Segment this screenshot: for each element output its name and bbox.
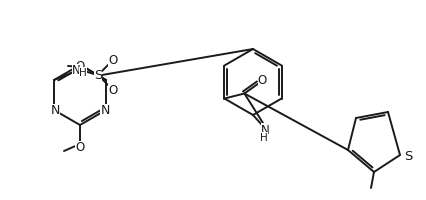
Text: N: N <box>72 64 81 77</box>
Text: N: N <box>50 104 60 117</box>
Text: O: O <box>108 84 118 97</box>
Text: O: O <box>75 141 85 154</box>
Text: O: O <box>108 54 118 67</box>
Text: S: S <box>404 150 412 163</box>
Text: H: H <box>260 132 268 142</box>
Text: N: N <box>100 104 109 117</box>
Text: H: H <box>79 68 87 78</box>
Text: S: S <box>94 69 102 82</box>
Text: N: N <box>261 123 269 136</box>
Text: O: O <box>258 74 267 87</box>
Text: O: O <box>75 59 85 72</box>
